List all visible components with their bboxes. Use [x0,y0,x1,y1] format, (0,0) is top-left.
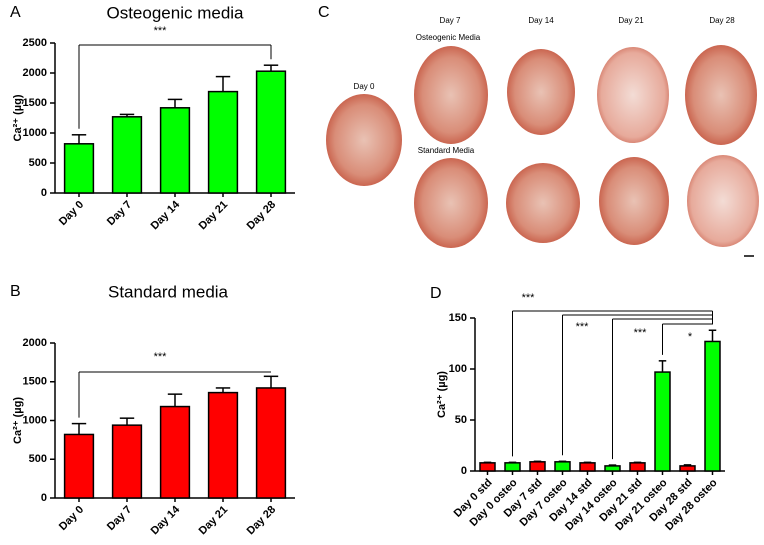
x-tick-label: Day 0 [57,504,86,533]
y-axis-label: Ca²⁺ (µg) [12,94,24,141]
significance: *** [522,292,536,304]
y-axis-label: Ca²⁺ (µg) [12,397,24,444]
y-tick-label: 2000 [23,67,47,79]
bar [479,462,496,472]
sample-image [507,49,575,135]
bar [504,462,521,472]
bar [255,387,287,499]
y-tick-label: 150 [449,312,467,324]
y-tick-label: 500 [29,157,47,169]
sample-image [597,47,669,143]
y-tick-label: 2000 [23,337,47,349]
bar [554,461,571,472]
y-tick-label: 1500 [23,97,47,109]
x-tick-label: Day 28 [245,199,279,233]
x-tick-label: Day 14 [149,503,183,537]
chart-title: Osteogenic media [106,3,244,22]
bar [654,371,671,472]
row-label: Osteogenic Media [416,33,481,42]
y-tick-label: 50 [455,414,467,426]
x-tick-label: Day 21 [197,199,231,233]
bar [159,405,191,499]
y-tick-label: 0 [41,187,47,199]
y-axis-label: Ca²⁺ (µg) [436,371,448,418]
panel-letter: D [430,285,442,302]
bar [679,465,696,472]
panel-letter: C [318,4,330,21]
x-tick-label: Day 7 [105,504,134,533]
sample-image [599,157,669,245]
x-tick-label: Day 21 [197,504,231,538]
y-tick-label: 1000 [23,127,47,139]
bar [579,462,596,472]
sample-image [326,94,402,186]
y-tick-label: 2500 [23,37,47,49]
y-tick-label: 500 [29,453,47,465]
y-tick-label: 0 [461,465,467,477]
bar [63,143,95,194]
day-label: Day 28 [709,16,735,25]
bar [207,391,239,499]
panel-letter: A [10,4,21,21]
sample-image [414,158,488,248]
bar [255,70,287,194]
panel-letter: B [10,283,21,300]
x-tick-label: Day 28 [245,504,279,538]
significance: *** [154,351,168,363]
y-tick-label: 100 [449,363,467,375]
sample-image [685,45,757,145]
y-tick-label: 1500 [23,376,47,388]
bar [159,107,191,194]
significance: * [688,331,693,343]
row-label: Standard Media [418,146,475,155]
day-label: Day 14 [528,16,554,25]
bar [529,461,546,472]
chart-title: Standard media [108,282,229,301]
x-tick-label: Day 0 [57,199,86,228]
sample-image [506,163,580,243]
day-label: Day 21 [618,16,644,25]
significance: *** [576,321,590,333]
sample-image [687,155,759,247]
bar [111,424,143,499]
sample-image [414,46,488,144]
bar [207,90,239,194]
bar [604,465,621,472]
day-label: Day 7 [440,16,461,25]
significance: *** [634,327,648,339]
bar [704,340,721,472]
panel-c: C Day 0 Day 7 Day 14 Day 21 Day 28 Osteo… [318,4,759,257]
bar [629,462,646,472]
day-label: Day 0 [354,82,375,91]
significance: *** [154,25,168,37]
x-tick-label: Day 7 [105,199,134,228]
bar [111,116,143,194]
x-tick-label: Day 14 [149,198,183,232]
y-tick-label: 0 [41,492,47,504]
bar [63,433,95,499]
y-tick-label: 1000 [23,414,47,426]
